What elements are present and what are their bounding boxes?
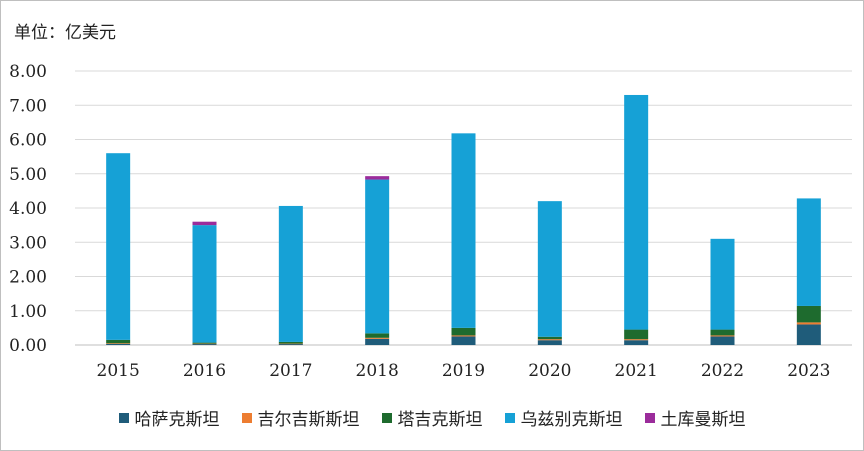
bar-segment: [106, 153, 131, 340]
bar-segment: [192, 221, 217, 226]
y-tick-label: 3.00: [9, 233, 47, 253]
bar-segment: [365, 176, 390, 180]
bar-segment: [624, 340, 649, 345]
x-tick-label: 2019: [442, 361, 485, 381]
bar-segment: [537, 201, 562, 337]
bar-segment: [451, 336, 476, 345]
legend-label: 土库曼斯坦: [660, 410, 746, 430]
bar-segment: [192, 342, 217, 344]
legend-item: 吉尔吉斯斯坦: [241, 405, 360, 430]
legend-swatch: [118, 412, 129, 423]
legend-item: 土库曼斯坦: [644, 405, 746, 430]
bar-segment: [106, 339, 131, 344]
legend-label: 塔吉克斯坦: [397, 410, 483, 430]
x-tick-label: 2023: [787, 361, 830, 381]
bar-segment: [796, 305, 821, 323]
legend-swatch: [504, 412, 515, 423]
x-axis-ticks: 2015 2016 2017 2018 2019 2020 2021 2022 2023: [97, 361, 831, 381]
y-axis-ticks: 0.00 1.00 2.00 3.00 4.00 5.00 6.00 7.00 8.00: [9, 62, 47, 356]
bar-segment: [278, 343, 303, 345]
bar-segment: [106, 343, 131, 345]
y-tick-label: 2.00: [9, 268, 47, 288]
bar-segment: [796, 324, 821, 345]
bar-segment: [710, 329, 735, 336]
x-tick-label: 2021: [615, 361, 658, 381]
bar-segment: [278, 205, 303, 342]
x-tick-label: 2020: [528, 361, 571, 381]
bar-segment: [451, 327, 476, 336]
y-tick-label: 1.00: [9, 302, 47, 322]
bar-segment: [278, 341, 303, 344]
bar-segment: [796, 322, 821, 325]
bar-segment: [106, 343, 131, 344]
bar-segment: [365, 338, 390, 345]
x-tick-label: 2016: [183, 361, 226, 381]
bar-segment: [537, 336, 562, 340]
x-tick-label: 2015: [97, 361, 140, 381]
y-tick-label: 4.00: [9, 199, 47, 219]
legend-item: 塔吉克斯坦: [381, 405, 483, 430]
legend-item: 乌兹别克斯坦: [504, 405, 623, 430]
bar-segment: [192, 343, 217, 345]
legend-swatch: [644, 412, 655, 423]
bar-segment: [192, 225, 217, 343]
bar-segment: [192, 343, 217, 345]
x-tick-label: 2017: [269, 361, 312, 381]
bars: [106, 94, 821, 345]
y-tick-label: 6.00: [9, 131, 47, 151]
y-tick-label: 7.00: [9, 96, 47, 116]
y-tick-label: 5.00: [9, 165, 47, 185]
bar-segment: [710, 238, 735, 330]
bar-segment: [710, 336, 735, 345]
unit-label: 单位：亿美元: [14, 23, 116, 43]
bar-segment: [365, 179, 390, 334]
bar-segment: [624, 329, 649, 340]
bar-segment: [796, 198, 821, 306]
bar-segment: [537, 340, 562, 345]
legend: 哈萨克斯坦 吉尔吉斯斯坦 塔吉克斯坦 乌兹别克斯坦 土库曼斯坦: [0, 405, 864, 430]
x-tick-label: 2022: [701, 361, 744, 381]
bar-segment: [365, 337, 390, 339]
bar-segment: [278, 343, 303, 345]
legend-swatch: [241, 412, 252, 423]
bar-chart: 0.00 1.00 2.00 3.00 4.00 5.00 6.00 7.00 8.00 201…: [9, 62, 852, 381]
bar-segment: [624, 94, 649, 330]
y-tick-label: 0.00: [9, 336, 47, 356]
bar-segment: [710, 335, 735, 337]
legend-label: 吉尔吉斯斯坦: [257, 410, 360, 430]
legend-item: 哈萨克斯坦: [118, 405, 220, 430]
x-tick-label: 2018: [356, 361, 399, 381]
bar-segment: [451, 133, 476, 328]
bar-segment: [451, 335, 476, 337]
legend-label: 哈萨克斯坦: [134, 410, 220, 430]
bar-segment: [537, 339, 562, 341]
legend-swatch: [381, 412, 392, 423]
bar-segment: [365, 333, 390, 338]
y-tick-label: 8.00: [9, 62, 47, 82]
bar-segment: [624, 339, 649, 341]
legend-label: 乌兹别克斯坦: [520, 410, 623, 430]
